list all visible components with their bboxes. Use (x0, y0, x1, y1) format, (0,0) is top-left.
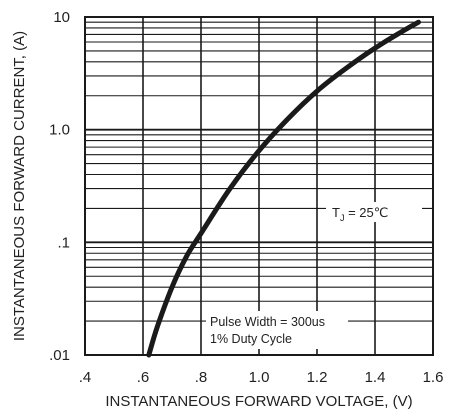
x-tick-label: 1.4 (365, 369, 386, 386)
pulse-width-label: Pulse Width = 300us (210, 315, 325, 329)
x-tick-label: .4 (79, 369, 92, 386)
x-tick-label: 1.2 (307, 369, 328, 386)
x-tick-labels: .4 .6 .8 1.0 1.2 1.4 1.6 (79, 369, 444, 386)
x-tick-label: .6 (137, 369, 150, 386)
x-tick-label: .8 (195, 369, 208, 386)
y-tick-label: 1.0 (49, 122, 70, 139)
pulse-annotation: Pulse Width = 300us 1% Duty Cycle (206, 311, 348, 349)
tj-annotation: TJ = 25℃ (326, 202, 422, 223)
x-tick-label: 1.6 (423, 369, 444, 386)
x-axis-label: INSTANTANEOUS FORWARD VOLTAGE, (V) (105, 393, 412, 410)
duty-cycle-label: 1% Duty Cycle (210, 332, 292, 346)
y-tick-label: .01 (49, 347, 70, 364)
tj-rest: = 25℃ (344, 205, 388, 220)
y-axis-label: INSTANTANEOUS FORWARD CURRENT, (A) (11, 31, 28, 341)
tj-main: T (332, 205, 340, 220)
x-tick-label: 1.0 (249, 369, 270, 386)
y-tick-label: 10 (53, 9, 70, 26)
tj-sub: J (340, 213, 345, 223)
y-tick-label: .1 (57, 234, 70, 251)
plot-frame (84, 16, 434, 356)
tj-label: TJ = 25℃ (332, 205, 388, 223)
series-group (146, 19, 421, 358)
series-line (146, 19, 421, 358)
y-tick-labels: .01 .1 1.0 10 (49, 9, 70, 364)
